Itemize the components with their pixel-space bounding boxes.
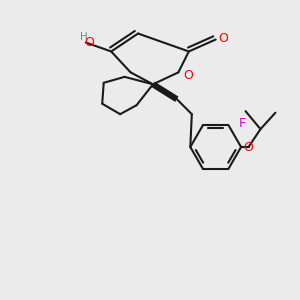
Text: O: O: [84, 36, 94, 49]
Text: O: O: [183, 69, 193, 82]
Text: H: H: [80, 32, 88, 42]
Text: O: O: [244, 140, 254, 154]
Text: F: F: [239, 117, 246, 130]
Text: O: O: [218, 32, 228, 44]
